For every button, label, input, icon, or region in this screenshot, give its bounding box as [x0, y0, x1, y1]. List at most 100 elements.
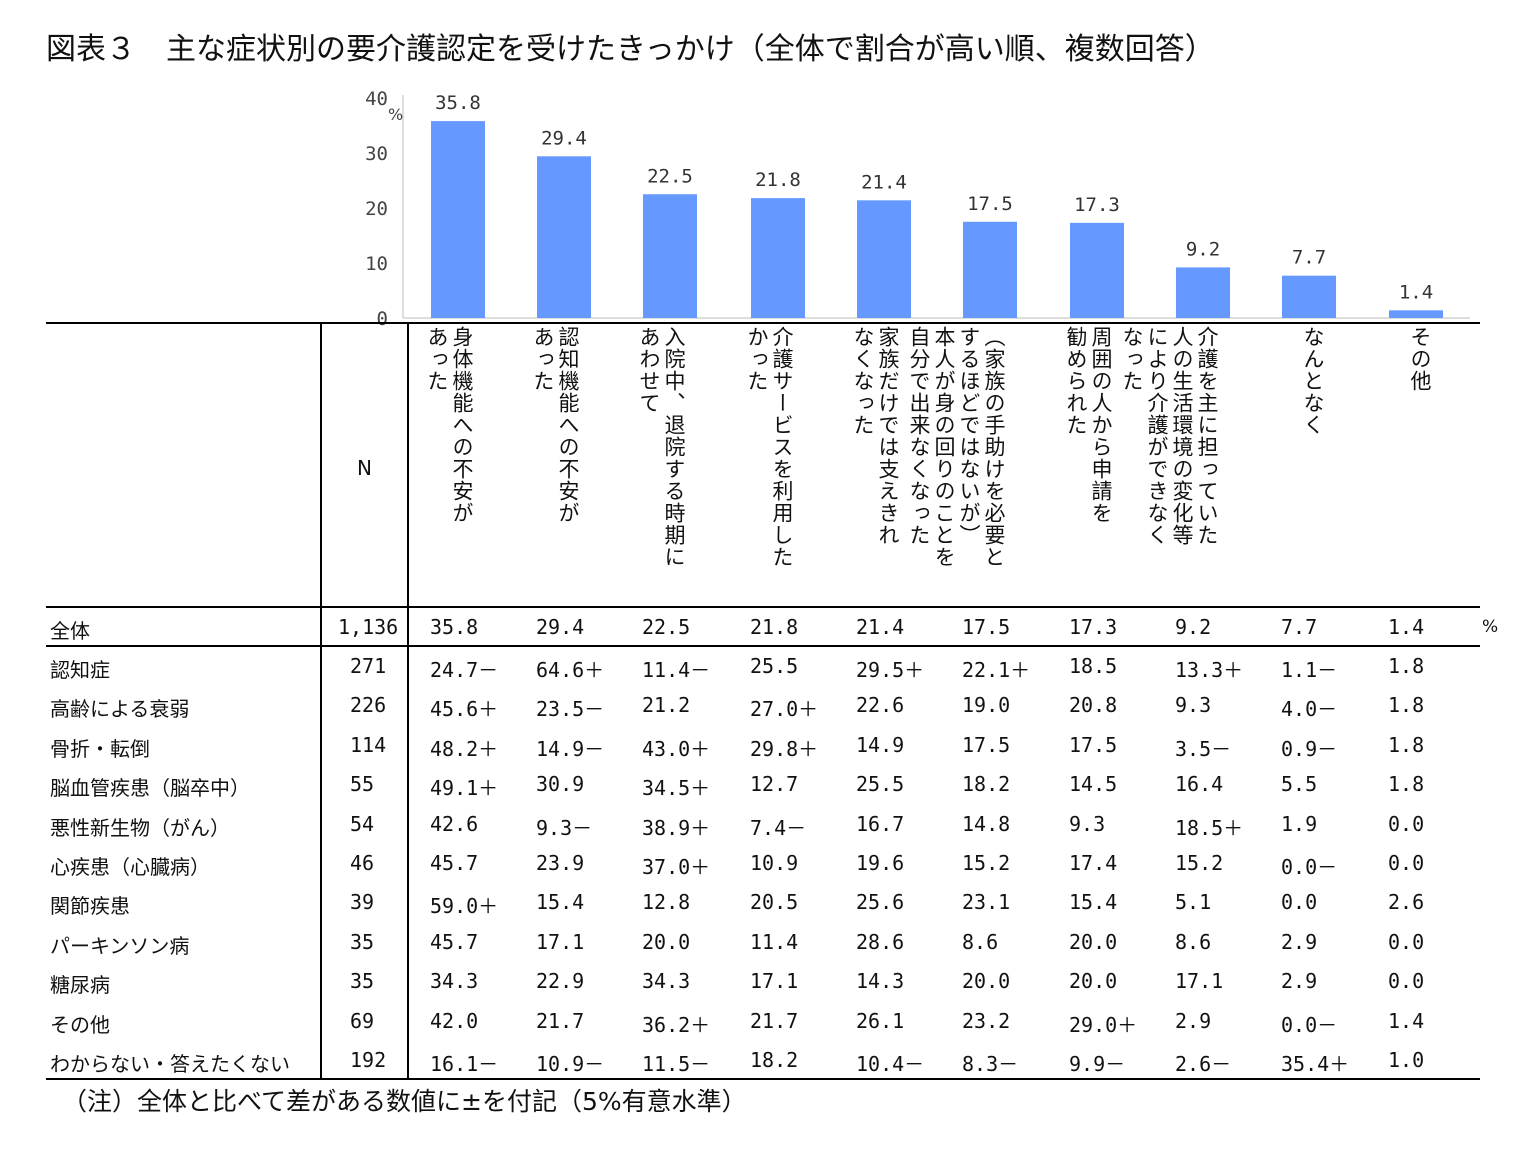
footnote: （注）全体と比べて差がある数値に±を付記（5%有意水準） — [62, 1087, 747, 1116]
value-cell: 14.9 — [856, 732, 905, 757]
value-cell: 0.0 — [1388, 811, 1425, 836]
bar-value-label: 7.7 — [1292, 247, 1326, 269]
value-cell: 20.0 — [1069, 929, 1118, 954]
bar — [431, 121, 485, 318]
value-cell: 19.0 — [962, 693, 1011, 718]
column-header: なんとなく — [1301, 326, 1325, 436]
bar-value-label: 1.4 — [1399, 281, 1433, 303]
row-label: 関節疾患 — [50, 894, 130, 919]
value-cell: 34.5＋ — [642, 776, 711, 801]
value-cell: 18.5＋ — [1175, 815, 1244, 840]
total-value-cell: 21.8 — [750, 615, 799, 639]
value-cell: 23.5－ — [536, 697, 605, 722]
value-cell: 11.4－ — [642, 658, 711, 682]
value-cell: 0.0 — [1388, 929, 1425, 954]
value-cell: 2.9 — [1175, 1008, 1212, 1033]
row-label: わからない・答えたくない — [50, 1052, 290, 1076]
table-n-divider — [407, 322, 409, 1080]
row-label: 高齢による衰弱 — [50, 697, 190, 722]
bar-value-label: 9.2 — [1186, 238, 1220, 260]
total-value-cell: 9.2 — [1175, 615, 1212, 639]
bar-value-label: 35.8 — [435, 92, 481, 114]
value-cell: 20.0 — [1069, 969, 1118, 994]
value-cell: 17.1 — [750, 969, 799, 994]
value-cell: 45.7 — [430, 929, 479, 954]
bar-chart: 0 10 20 30 40% 35.8 29.4 22.5 21.8 21.4 17.5 17.3 9.… — [365, 88, 1470, 330]
value-cell: 38.9＋ — [642, 815, 711, 840]
value-cell: 49.1＋ — [430, 776, 499, 801]
value-cell: 64.6＋ — [536, 658, 605, 682]
value-cell: 15.4 — [1069, 890, 1118, 915]
value-cell: 1.1－ — [1281, 658, 1338, 682]
n-cell: 46 — [350, 851, 375, 875]
bar-value-label: 29.4 — [541, 127, 587, 149]
value-cell: 42.6 — [430, 811, 479, 836]
bar — [1176, 267, 1230, 318]
value-cell: 18.2 — [750, 1048, 799, 1072]
value-cell: 25.6 — [856, 890, 905, 915]
total-value-cell: 22.5 — [642, 615, 691, 639]
column-header: 入院中、退院する時期に あわせて — [637, 326, 686, 568]
value-cell: 34.3 — [430, 969, 479, 994]
n-cell: 35 — [350, 929, 375, 954]
value-cell: 0.0 — [1281, 890, 1318, 915]
total-row-label: 全体 — [50, 619, 90, 643]
y-tick-label: 30 — [365, 143, 388, 165]
value-cell: 19.6 — [856, 851, 905, 875]
column-header: 家族だけでは支えきれ なくなった — [851, 326, 900, 546]
value-cell: 12.7 — [750, 772, 799, 797]
value-cell: 9.3 — [1069, 811, 1106, 836]
column-header: （家族の手助けを必要と するほどではないが） 本人が身の回りのことを 自分で出来… — [907, 326, 1006, 568]
value-cell: 0.0 — [1388, 851, 1425, 875]
value-cell: 2.6 — [1388, 890, 1425, 915]
value-cell: 17.1 — [1175, 969, 1224, 994]
n-cell: 39 — [350, 890, 375, 915]
n-cell: 35 — [350, 969, 375, 994]
row-label: 心疾患（心臓病） — [50, 855, 210, 879]
y-tick-label: 0 — [377, 308, 388, 330]
table-header-rule — [46, 606, 1480, 608]
value-cell: 23.2 — [962, 1008, 1011, 1033]
bar — [1282, 275, 1336, 318]
value-cell: 29.8＋ — [750, 736, 819, 761]
n-cell: 55 — [350, 772, 375, 797]
value-cell: 17.4 — [1069, 851, 1118, 875]
value-cell: 9.9－ — [1069, 1052, 1126, 1076]
value-cell: 29.0＋ — [1069, 1012, 1138, 1037]
value-cell: 20.8 — [1069, 693, 1118, 718]
unit-label: % — [1482, 617, 1499, 637]
value-cell: 59.0＋ — [430, 894, 499, 919]
row-label: 脳血管疾患（脳卒中） — [50, 776, 250, 801]
bar — [643, 194, 697, 318]
value-cell: 45.7 — [430, 851, 479, 875]
total-value-cell: 35.8 — [430, 615, 479, 639]
value-cell: 14.9－ — [536, 736, 605, 761]
value-cell: 5.1 — [1175, 890, 1212, 915]
row-label: 骨折・転倒 — [50, 736, 150, 761]
value-cell: 17.5 — [962, 732, 1011, 757]
column-header: 身体機能への不安が あった — [425, 326, 474, 524]
row-label: その他 — [50, 1012, 110, 1037]
value-cell: 2.6－ — [1175, 1052, 1232, 1076]
value-cell: 20.0 — [962, 969, 1011, 994]
value-cell: 10.9－ — [536, 1052, 605, 1076]
n-cell: 54 — [350, 811, 375, 836]
value-cell: 1.4 — [1388, 1008, 1425, 1033]
value-cell: 17.5 — [1069, 732, 1118, 757]
value-cell: 10.9 — [750, 851, 799, 875]
value-cell: 1.9 — [1281, 811, 1318, 836]
value-cell: 21.2 — [642, 693, 691, 718]
value-cell: 23.9 — [536, 851, 585, 875]
value-cell: 34.3 — [642, 969, 691, 994]
value-cell: 0.9－ — [1281, 736, 1338, 761]
row-label: 糖尿病 — [50, 973, 110, 998]
n-column-header: N — [357, 456, 372, 480]
row-label: 悪性新生物（がん） — [50, 815, 230, 840]
value-cell: 14.5 — [1069, 772, 1118, 797]
value-cell: 15.4 — [536, 890, 585, 915]
bar — [1070, 222, 1124, 318]
value-cell: 43.0＋ — [642, 736, 711, 761]
column-header: 介護を主に担っていた 人の生活環境の変化等 により介護ができなく なった — [1120, 326, 1219, 546]
value-cell: 8.6 — [962, 929, 999, 954]
total-value-cell: 17.5 — [962, 615, 1011, 639]
